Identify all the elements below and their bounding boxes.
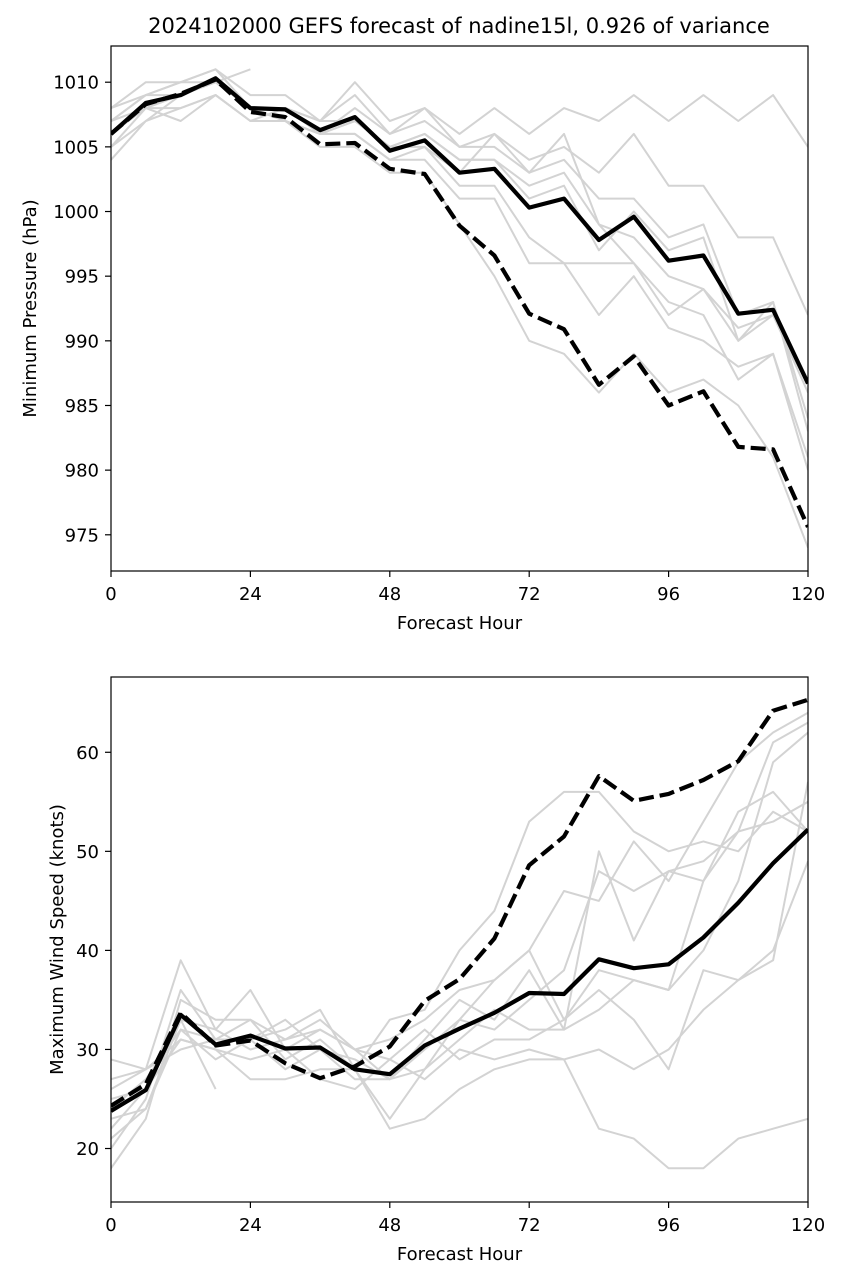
wind-x-axis-label: Forecast Hour xyxy=(397,1244,523,1265)
pressure-y-tick-label: 990 xyxy=(65,331,99,352)
wind-solid-line xyxy=(111,827,808,1113)
pressure-x-tick-label: 120 xyxy=(791,584,825,605)
pressure-member-line-5 xyxy=(111,81,808,458)
wind-member-line-10 xyxy=(111,1018,217,1120)
wind-x-tick-label: 0 xyxy=(105,1215,116,1236)
wind-y-tick-label: 50 xyxy=(76,842,99,863)
wind-member-line-1 xyxy=(111,959,808,1170)
wind-y-axis-label: Maximum Wind Speed (knots) xyxy=(47,804,68,1075)
wind-plot-lines xyxy=(111,697,808,1170)
pressure-y-tick-label: 985 xyxy=(65,396,99,417)
pressure-y-tick-label: 980 xyxy=(65,461,99,482)
pressure-member-line-9 xyxy=(111,68,251,122)
pressure-member-line-4 xyxy=(111,81,808,419)
pressure-ticks: 0 24 48 72 96 120 975 980 985 990 995 1000 1005 1010 xyxy=(53,73,825,605)
wind-member-line-5 xyxy=(111,721,808,1110)
pressure-y-tick-label: 1010 xyxy=(53,73,99,94)
pressure-member-line-2 xyxy=(111,68,808,316)
wind-y-tick-label: 40 xyxy=(76,941,99,962)
pressure-x-tick-label: 0 xyxy=(105,584,116,605)
wind-ticks: 0 24 48 72 96 120 20 30 40 50 60 xyxy=(76,743,825,1236)
pressure-axes-frame xyxy=(110,45,809,572)
wind-x-tick-label: 96 xyxy=(657,1215,680,1236)
wind-y-tick-label: 60 xyxy=(76,743,99,764)
pressure-member-line-6 xyxy=(111,94,808,471)
wind-x-tick-label: 72 xyxy=(518,1215,541,1236)
pressure-solid-line xyxy=(111,76,808,385)
pressure-member-line-7 xyxy=(111,94,808,394)
wind-member-line-4 xyxy=(111,711,808,1130)
pressure-y-tick-label: 995 xyxy=(65,267,99,288)
wind-y-tick-label: 30 xyxy=(76,1040,99,1061)
pressure-x-tick-label: 24 xyxy=(239,584,262,605)
wind-x-tick-label: 120 xyxy=(791,1215,825,1236)
pressure-x-axis-label: Forecast Hour xyxy=(397,613,523,634)
wind-member-line-2 xyxy=(111,860,808,1169)
pressure-y-tick-label: 1005 xyxy=(53,137,99,158)
wind-x-tick-label: 48 xyxy=(378,1215,401,1236)
pressure-member-line-8 xyxy=(111,94,808,549)
pressure-x-tick-label: 72 xyxy=(518,584,541,605)
pressure-y-tick-label: 1000 xyxy=(53,202,99,223)
pressure-member-line-10 xyxy=(111,81,808,381)
wind-member-line-9 xyxy=(111,800,808,1140)
pressure-member-line-1 xyxy=(111,68,808,148)
pressure-x-tick-label: 48 xyxy=(378,584,401,605)
wind-dashed-line xyxy=(111,697,808,1108)
pressure-y-tick-label: 975 xyxy=(65,525,99,546)
pressure-y-axis-label: Minimum Pressure (hPa) xyxy=(20,199,41,417)
pressure-x-tick-label: 96 xyxy=(657,584,680,605)
pressure-plot-lines xyxy=(111,68,808,549)
chart-title: 2024102000 GEFS forecast of nadine15l, 0… xyxy=(148,14,770,38)
pressure-panel: 0 24 48 72 96 120975980985990995100010051010 … xyxy=(20,45,825,634)
wind-panel: 0 24 48 72 96 120 20 30 40 50 60 Forecast Hour Max… xyxy=(47,676,825,1265)
wind-axes-frame xyxy=(110,676,809,1203)
wind-y-tick-label: 20 xyxy=(76,1139,99,1160)
pressure-dashed-line xyxy=(111,77,808,528)
wind-x-tick-label: 24 xyxy=(239,1215,262,1236)
wind-member-line-6 xyxy=(111,731,808,1100)
